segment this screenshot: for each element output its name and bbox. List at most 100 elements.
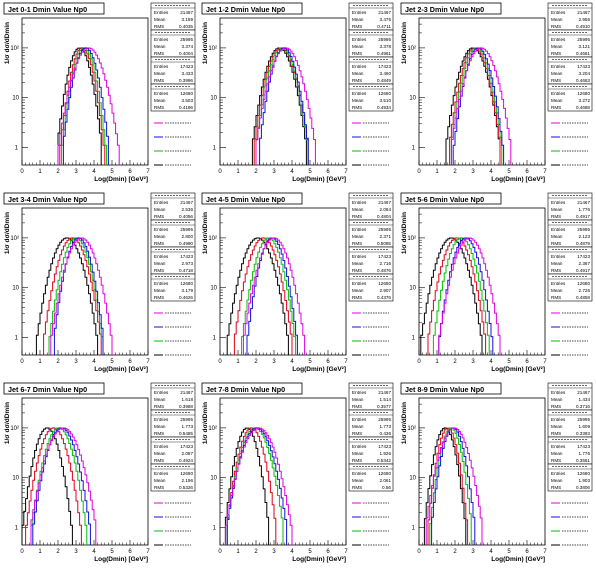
stats-label: Mean [551,207,563,212]
stats-box [348,436,394,465]
series-histogram [48,237,104,355]
series-histogram [432,237,490,355]
stats-value: 21467 [577,10,590,15]
stats-label: Entries [154,227,169,232]
chart-title-box [400,2,502,15]
stats-value: 0.4711 [377,24,391,29]
plot-frame [219,207,347,356]
y-tick-label: 10 [210,476,217,482]
stats-value: 0.4718 [179,268,193,273]
x-tick-label: 6 [326,169,330,175]
x-tick-label: 2 [254,549,258,555]
stats-label: Entries [154,64,169,69]
series-histogram [233,237,293,355]
stats-value: 25995 [577,37,590,42]
series-histogram [62,47,109,165]
stats-label: RMS [352,268,362,273]
series-histogram [30,427,88,545]
x-tick-label: 5 [308,359,312,365]
series-histogram [253,47,309,165]
stats-label: RMS [551,214,561,219]
stats-value: 2.123 [579,234,591,239]
x-tick-label: 4 [489,169,493,175]
stats-value: 1.609 [579,424,591,429]
stats-label: Entries [551,281,566,286]
series-histogram [420,237,483,355]
series-histogram [224,427,270,545]
stats-value: 2.716 [380,261,392,266]
stats-label: Entries [154,200,169,205]
stats-label: Entries [352,444,367,449]
stats-label: Mean [551,424,563,429]
stats-label: RMS [154,78,164,83]
stats-value: 17423 [577,444,590,449]
stats-box [348,29,394,58]
x-tick-label: 1 [236,169,240,175]
chart-panel: Jet 4-5 Dmin Value Np0 0 1 2 3 4 5 6 7 1 10 10² Log(… [201,192,394,373]
y-tick-label: 1 [213,526,217,532]
x-tick-label: 6 [128,359,132,365]
chart-title: Jet 4-5 Dmin Value Np0 [206,195,285,204]
stats-label: Entries [551,37,566,42]
stats-label: Mean [551,451,563,456]
stats-label: RMS [551,105,561,110]
stats-value: 3.460 [380,71,392,76]
x-axis-label: Log(Dmin) [GeV²] [292,366,346,373]
x-tick-label: 4 [290,359,294,365]
y-tick-label: 1 [213,146,217,152]
stats-label: Entries [352,200,367,205]
x-tick-label: 6 [525,359,529,365]
stats-value: 3.189 [182,17,194,22]
stats-label: Entries [154,10,169,15]
x-tick-label: 0 [417,169,421,175]
x-tick-label: 2 [254,359,258,365]
stats-label: RMS [154,268,164,273]
x-tick-label: 1 [236,549,240,555]
y-tick-label: 1 [213,336,217,342]
stats-label: Entries [551,10,566,15]
stats-label: RMS [551,268,561,273]
stats-value: 12680 [577,281,590,286]
y-tick-label: 10² [407,46,416,52]
stats-label: Mean [154,207,166,212]
stats-label: RMS [551,485,561,490]
stats-label: RMS [551,51,561,56]
stats-box [348,409,394,438]
stats-value: 0.3561 [576,458,590,463]
stats-label: Mean [352,424,364,429]
stats-box [150,436,196,465]
series-histogram [242,237,306,355]
x-tick-label: 7 [543,549,547,555]
stats-value: 3.272 [579,98,591,103]
chart-title-box [201,382,303,395]
series-histogram [224,427,293,545]
stats-box [547,56,593,85]
stats-value: 12680 [577,91,590,96]
chart-panel: Jet 6-7 Dmin Value Np0 0 1 2 3 4 5 6 7 1 10 10² Log(… [3,382,196,563]
chart-panel: Jet 2-3 Dmin Value Np0 0 1 2 3 4 5 6 7 1 10 10² Log(… [400,2,593,183]
x-tick-label: 4 [290,169,294,175]
stats-label: Mean [154,71,166,76]
stats-box [348,219,394,248]
x-axis-label: Log(Dmin) [GeV²] [491,176,545,183]
x-tick-label: 2 [254,169,258,175]
stats-value: 1.514 [380,397,392,402]
stats-box [547,409,593,438]
stats-label: Mean [551,71,563,76]
chart-panel: Jet 1-2 Dmin Value Np0 0 1 2 3 4 5 6 7 1 10 10² Log(… [201,2,394,183]
stats-value: 2.371 [380,234,392,239]
stats-label: Entries [352,417,367,422]
stats-label: Entries [352,471,367,476]
stats-label: Mean [352,98,364,103]
x-tick-label: 6 [326,359,330,365]
chart-panel: Jet 5-6 Dmin Value Np0 0 1 2 3 4 5 6 7 1 10 10² Log(… [400,192,593,373]
series-histogram [57,47,120,165]
stats-label: Entries [154,471,169,476]
x-tick-label: 1 [38,359,42,365]
stats-value: 0.56 [382,485,391,490]
x-tick-label: 7 [344,359,348,365]
y-tick-label: 10² [208,236,217,242]
x-tick-label: 0 [218,169,222,175]
stats-value: 21467 [180,10,193,15]
plot-frame [219,17,347,166]
